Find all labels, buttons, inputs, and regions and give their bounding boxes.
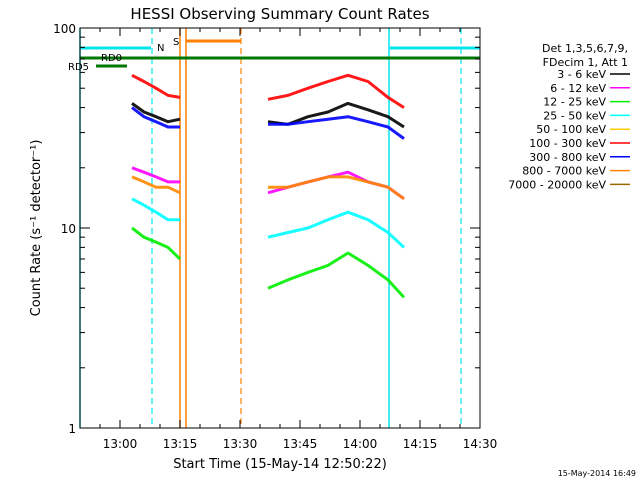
x-tick-label-4: 14:00 (343, 437, 378, 451)
y-axis-label: Count Rate (s⁻¹ detector⁻¹) (29, 140, 44, 317)
legend-label-2: 12 - 25 keV (543, 96, 606, 109)
x-tick-label-5: 14:15 (403, 437, 438, 451)
series-layer (131, 73, 406, 299)
flag-bars: NS RD0 RD5 (68, 28, 480, 428)
legend-label-5: 100 - 300 keV (529, 137, 606, 150)
y-tick-label-2: 100 (53, 22, 76, 36)
legend-label-4: 50 - 100 keV (536, 123, 606, 136)
series-3 (131, 197, 406, 249)
legend-label-6: 300 - 800 keV (529, 151, 606, 164)
legend: Det 1,3,5,6,7,9,FDecim 1, Att 13 - 6 keV… (508, 42, 630, 191)
legend-label-7: 800 - 7000 keV (522, 165, 606, 178)
x-tick-label-1: 13:15 (163, 437, 198, 451)
night-flag-label: N (157, 43, 164, 54)
legend-label-0: 3 - 6 keV (557, 68, 606, 81)
y-axis: 1 10 100 (53, 22, 480, 436)
legend-header-1: FDecim 1, Att 1 (543, 56, 628, 69)
legend-label-8: 7000 - 20000 keV (508, 178, 606, 191)
legend-header-0: Det 1,3,5,6,7,9, (542, 42, 628, 55)
saa-flag-label: S (173, 37, 179, 48)
x-tick-label-6: 14:30 (463, 437, 498, 451)
legend-label-3: 25 - 50 keV (543, 109, 606, 122)
chart-title: HESSI Observing Summary Count Rates (130, 5, 429, 23)
x-axis-label: Start Time (15-May-14 12:50:22) (173, 457, 387, 472)
y-tick-label-1: 10 (61, 222, 76, 236)
x-tick-label-2: 13:30 (223, 437, 258, 451)
x-tick-label-0: 13:00 (103, 437, 138, 451)
x-axis: 13:00 13:15 13:30 13:45 14:00 14:15 14:30 (79, 28, 498, 451)
x-tick-label-3: 13:45 (283, 437, 318, 451)
footer-timestamp: 15-May-2014 16:49 (558, 469, 636, 478)
series-4 (131, 73, 405, 109)
y-tick-label-0: 1 (68, 422, 76, 436)
rd0-flag-label: RD0 (101, 53, 122, 64)
series-6 (131, 175, 405, 201)
series-2 (131, 226, 406, 299)
series-5 (131, 106, 405, 140)
legend-label-1: 6 - 12 keV (550, 82, 606, 95)
rd5-flag-label: RD5 (68, 62, 89, 73)
